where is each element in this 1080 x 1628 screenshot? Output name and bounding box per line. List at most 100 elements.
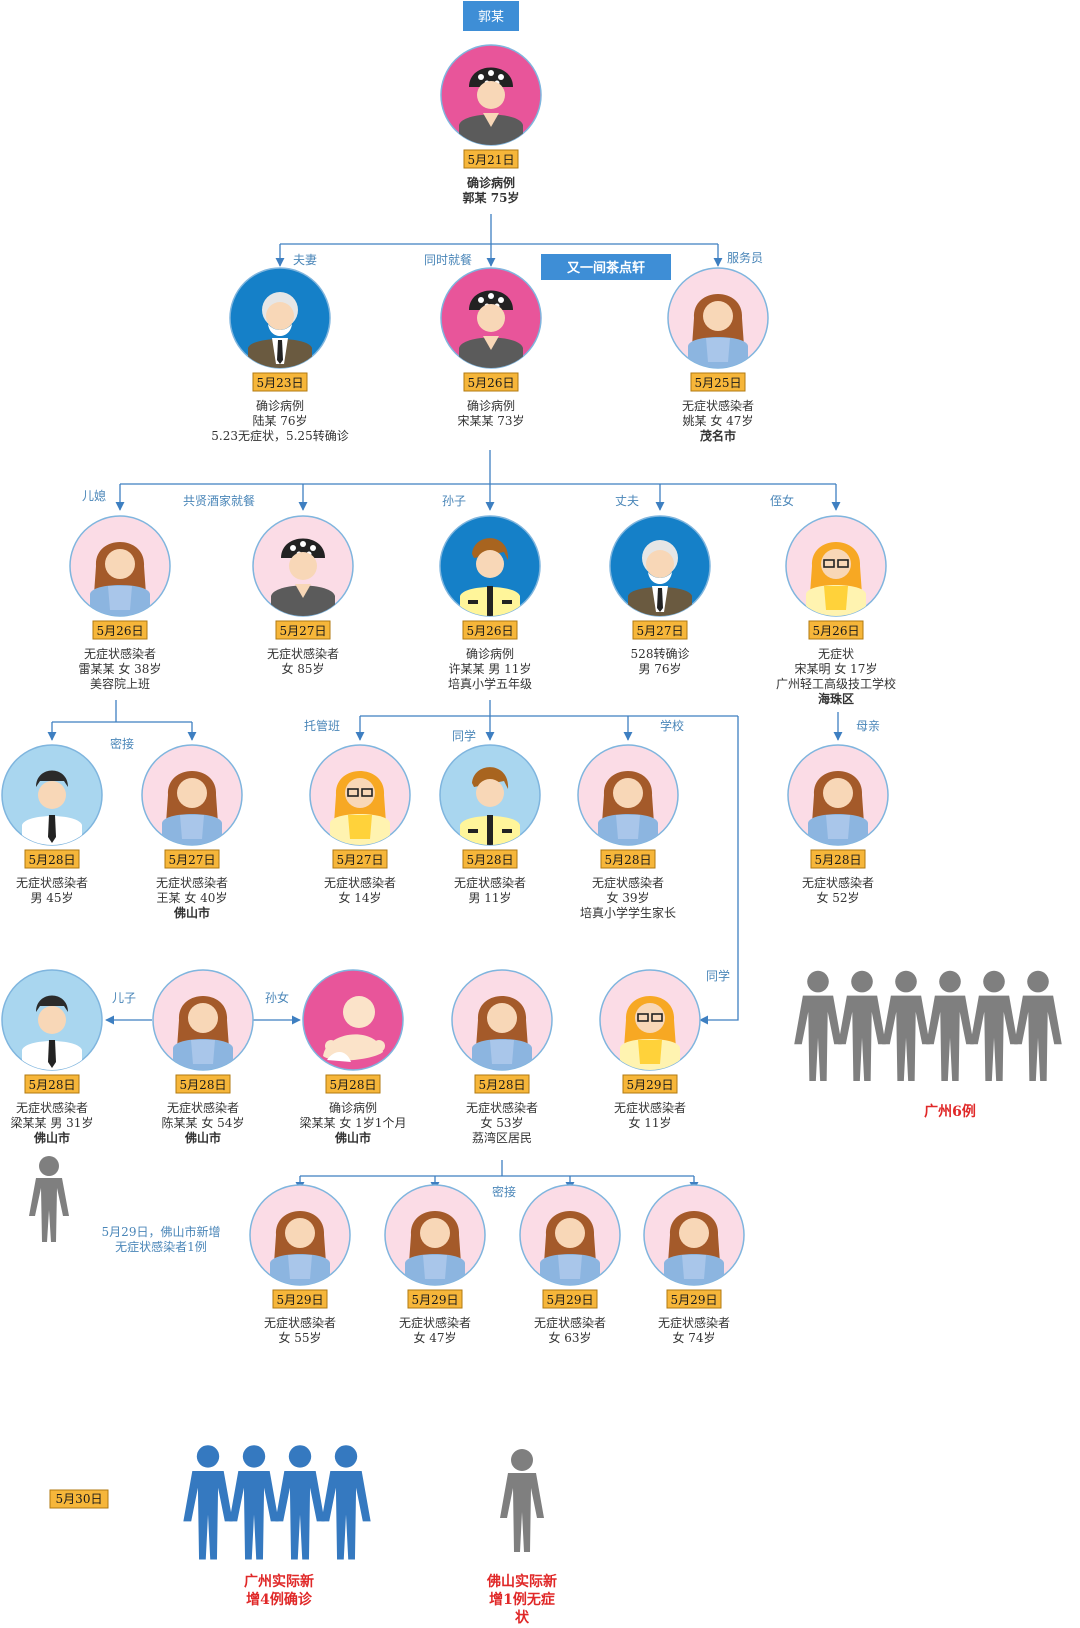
date-label: 5月27日 <box>637 624 684 638</box>
case-detail-line: 郭某 75岁 <box>463 190 520 205</box>
date-label: 5月28日 <box>180 1078 227 1092</box>
boy-avatar-icon <box>439 744 541 846</box>
guangzhou-count-label: 广州6例 <box>924 1103 976 1120</box>
relation-label: 同学 <box>706 968 730 983</box>
case-detail-line: 女 74岁 <box>672 1330 715 1345</box>
case-detail-line: 确诊病例 <box>329 1100 377 1115</box>
date-label: 5月29日 <box>671 1293 718 1307</box>
case-detail-line: 王某 女 40岁 <box>157 890 228 905</box>
case-detail-line: 无症状感染者 <box>84 646 156 661</box>
case-detail-line: 陈某某 女 54岁 <box>162 1115 245 1130</box>
date-box: 5月29日 <box>407 1289 463 1309</box>
case-detail-line: 海珠区 <box>818 691 854 706</box>
date-label: 5月26日 <box>97 624 144 638</box>
case-detail-line: 无症状感染者 <box>534 1315 606 1330</box>
date-box: 5月28日 <box>474 1074 530 1094</box>
date-box: 5月28日 <box>600 849 656 869</box>
date-box: 5月28日 <box>24 1074 80 1094</box>
fs-new-label-line3: 状 <box>515 1609 530 1626</box>
foshan-note: 5月29日，佛山市新增 无症状感染者1例 <box>29 1156 220 1254</box>
person-gray-icon <box>29 1156 69 1242</box>
date-label: 5月28日 <box>479 1078 526 1092</box>
relation-labels: 夫妻 同时就餐 服务员 儿媳 共贤酒家就餐 孙子 丈夫 侄女 密接 托管班 同学… <box>82 250 880 1199</box>
date-box: 5月21日 <box>463 149 519 169</box>
case-detail-line: 无症状感染者 <box>682 398 754 413</box>
woman-avatar-icon <box>384 1184 486 1286</box>
date-box: 5月28日 <box>462 849 518 869</box>
relation-label: 学校 <box>660 718 684 733</box>
case-detail-line: 梁某某 男 31岁 <box>11 1115 94 1130</box>
case-detail-line: 无症状感染者 <box>267 646 339 661</box>
relation-label: 同时就餐 <box>424 252 472 267</box>
date-label: 5月29日 <box>627 1078 674 1092</box>
case-detail-line: 女 14岁 <box>338 890 381 905</box>
woman-avatar-icon <box>69 515 171 617</box>
case-detail-line: 无症状感染者 <box>658 1315 730 1330</box>
date-label: 5月28日 <box>605 853 652 867</box>
case-detail-line: 528转确诊 <box>631 646 690 661</box>
case-detail-line: 无症状感染者 <box>614 1100 686 1115</box>
case-detail-line: 培真小学学生家长 <box>580 905 676 920</box>
root-label-box <box>463 1 519 31</box>
case-detail-line: 确诊病例 <box>256 398 304 413</box>
connector-lines <box>47 214 843 1191</box>
date-label: 5月21日 <box>468 153 515 167</box>
case-detail-line: 无症状感染者 <box>399 1315 471 1330</box>
fs-new-label-line2: 增1例无症 <box>489 1591 555 1608</box>
case-detail-line: 宋某某 73岁 <box>457 413 524 428</box>
case-detail-line: 无症状感染者 <box>264 1315 336 1330</box>
fs-new-label-line1: 佛山实际新 <box>486 1573 557 1590</box>
foshan-note-line1: 5月29日，佛山市新增 <box>102 1224 221 1239</box>
date-label: 5月26日 <box>468 376 515 390</box>
case-detail-line: 无症状 <box>818 646 854 661</box>
case-detail-line: 女 11岁 <box>628 1115 671 1130</box>
person-icon <box>838 970 886 1081</box>
relation-label: 侄女 <box>770 493 794 508</box>
case-detail-line: 陆某 76岁 <box>252 413 307 428</box>
date-box: 5月28日 <box>810 849 866 869</box>
date-box: 5月29日 <box>666 1289 722 1309</box>
person-icon <box>926 970 974 1081</box>
grandma-avatar-icon <box>440 44 542 146</box>
date-label: 5月26日 <box>813 624 860 638</box>
guangzhou-6-people-icon <box>794 970 1062 1081</box>
woman-avatar-icon <box>249 1184 351 1286</box>
woman-avatar-icon <box>787 744 889 846</box>
case-detail-line: 无症状感染者 <box>324 875 396 890</box>
date-box: 5月29日 <box>542 1289 598 1309</box>
case-detail-line: 女 39岁 <box>606 890 649 905</box>
date-label: 5月27日 <box>337 853 384 867</box>
case-detail-line: 无症状感染者 <box>167 1100 239 1115</box>
may30-date-box: 5月30日 <box>49 1489 109 1509</box>
girl-glasses-avatar-icon <box>309 744 411 846</box>
case-detail-line: 佛山市 <box>184 1130 221 1145</box>
case-detail-line: 男 76岁 <box>638 661 681 676</box>
date-box: 5月25日 <box>690 372 746 392</box>
date-label: 5月28日 <box>29 853 76 867</box>
case-detail-line: 女 53岁 <box>480 1115 523 1130</box>
date-box: 5月27日 <box>632 620 688 640</box>
date-label: 5月28日 <box>815 853 862 867</box>
case-detail-line: 许某某 男 11岁 <box>449 661 532 676</box>
grandpa-avatar-icon <box>229 267 331 369</box>
case-detail-line: 无症状感染者 <box>16 875 88 890</box>
case-detail-line: 佛山市 <box>334 1130 371 1145</box>
woman-avatar-icon <box>451 969 553 1071</box>
person-icon <box>229 1445 279 1560</box>
relation-label: 夫妻 <box>293 253 317 267</box>
date-box: 5月29日 <box>272 1289 328 1309</box>
date-box: 5月27日 <box>332 849 388 869</box>
person-icon <box>1014 970 1062 1081</box>
